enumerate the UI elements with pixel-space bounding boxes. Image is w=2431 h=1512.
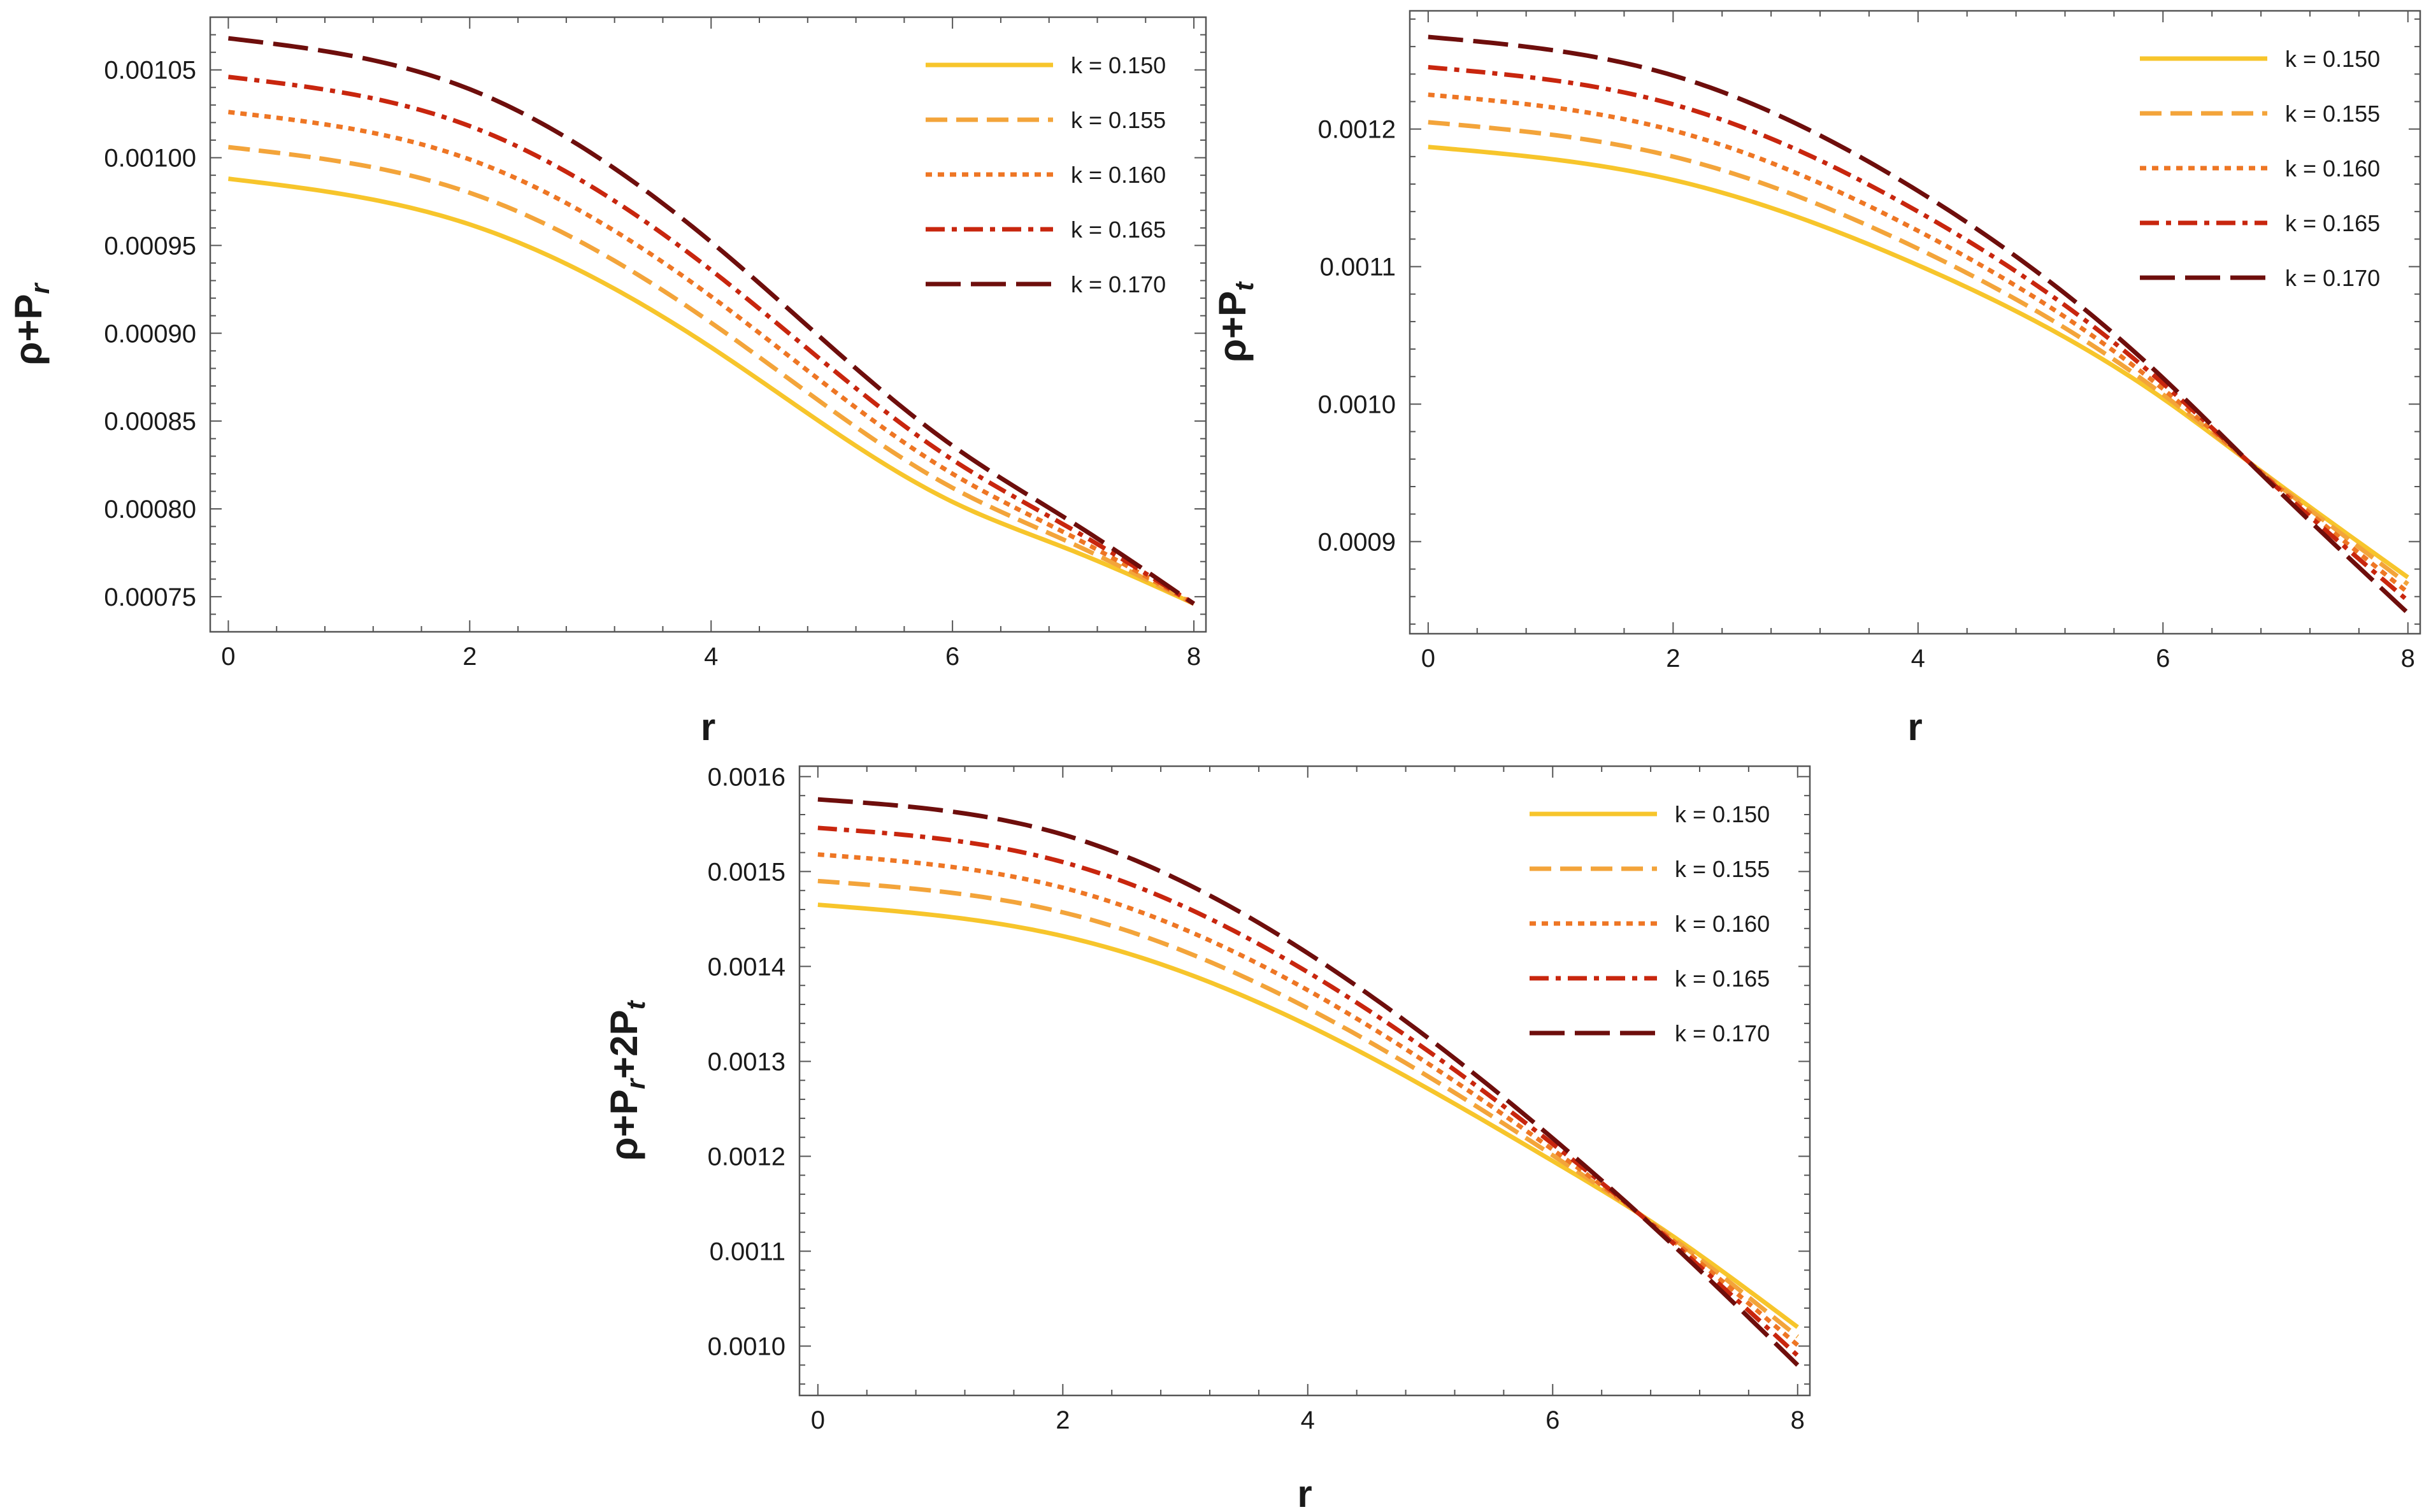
y-axis-title: ρ+Pr <box>7 282 55 366</box>
y-tick-label: 0.0011 <box>1320 253 1396 282</box>
x-axis-title: r <box>701 706 715 748</box>
series-group <box>228 36 1196 606</box>
y-tick-label: 0.0014 <box>708 953 785 981</box>
y-tick-label: 0.00095 <box>104 232 196 260</box>
legend-label: k = 0.165 <box>2285 210 2380 236</box>
legend-label: k = 0.170 <box>2285 265 2380 291</box>
legend-label: k = 0.160 <box>2285 155 2380 182</box>
y-tick-label: 0.00105 <box>104 57 196 85</box>
series-line-4 <box>1428 65 2410 603</box>
legend-label: k = 0.165 <box>1675 966 1770 992</box>
x-axis-title: r <box>1297 1473 1312 1512</box>
legend-label: k = 0.150 <box>1071 52 1166 78</box>
x-tick-label: 2 <box>1666 645 1680 673</box>
panel-rho_pt: 0 2 4 6 8 0.0009 0.0010 0.0011 0.0012 r ρ+Pt k = 0.… <box>1211 10 2421 748</box>
y-tick-label: 0.00080 <box>104 496 196 524</box>
x-tick-label: 4 <box>1301 1406 1315 1434</box>
y-tick-label: 0.0016 <box>708 763 785 791</box>
x-tick-label: 6 <box>945 643 959 671</box>
legend-label: k = 0.155 <box>1071 107 1166 133</box>
y-tick-label: 0.0015 <box>708 858 785 886</box>
x-tick-label: 2 <box>1056 1406 1070 1434</box>
x-tick-label: 8 <box>1187 643 1201 671</box>
series-line-1 <box>1428 145 2409 580</box>
y-tick-label: 0.0009 <box>1318 528 1396 556</box>
series-line-3 <box>228 110 1195 606</box>
panel-rho_sum: 0 2 4 6 8 0.0010 0.0011 0.0012 0.0013 0.0014 0.001… <box>603 763 1811 1512</box>
series-line-2 <box>228 145 1195 606</box>
x-axis-title: r <box>1907 706 1922 748</box>
legend-label: k = 0.160 <box>1675 911 1770 937</box>
x-tick-label: 4 <box>704 643 718 671</box>
y-axis-title: ρ+Pr+2Pt <box>603 1000 650 1161</box>
y-tick-label: 0.00075 <box>104 583 196 611</box>
y-tick-label: 0.00100 <box>104 145 196 173</box>
legend: k = 0.150 k = 0.155 k = 0.160 k = 0.165 k = … <box>926 52 1166 297</box>
y-tick-label: 0.0012 <box>708 1143 785 1171</box>
series-line-2 <box>817 878 1799 1339</box>
legend-label: k = 0.170 <box>1675 1020 1770 1046</box>
series-line-1 <box>817 902 1799 1329</box>
series-line-1 <box>228 176 1195 606</box>
plot-frame <box>209 16 1207 633</box>
x-tick-label: 8 <box>2401 645 2415 673</box>
x-tick-label: 8 <box>1791 1406 1805 1434</box>
series-line-5 <box>1428 34 2410 615</box>
y-tick-label: 0.0012 <box>1318 116 1396 144</box>
series-line-3 <box>817 852 1800 1347</box>
series-group <box>817 797 1800 1367</box>
legend-label: k = 0.155 <box>2285 101 2380 127</box>
series-line-4 <box>817 825 1800 1357</box>
legend: k = 0.150 k = 0.155 k = 0.160 k = 0.165 k = … <box>2140 46 2380 291</box>
legend-label: k = 0.165 <box>1071 217 1166 243</box>
legend-label: k = 0.170 <box>1071 271 1166 297</box>
plot-frame <box>1409 10 2421 635</box>
y-tick-label: 0.00085 <box>104 408 196 436</box>
legend-label: k = 0.160 <box>1071 162 1166 188</box>
x-tick-label: 0 <box>221 643 235 671</box>
y-tick-label: 0.00090 <box>104 320 196 348</box>
x-tick-label: 6 <box>1545 1406 1560 1434</box>
x-tick-label: 6 <box>2156 645 2170 673</box>
x-tick-label: 4 <box>1911 645 1925 673</box>
y-tick-label: 0.0010 <box>1318 390 1396 418</box>
x-tick-label: 0 <box>1421 645 1435 673</box>
y-tick-label: 0.0011 <box>710 1237 785 1266</box>
series-line-4 <box>228 75 1195 606</box>
y-tick-label: 0.0013 <box>708 1048 785 1076</box>
legend-label: k = 0.150 <box>2285 46 2380 72</box>
y-tick-label: 0.0010 <box>708 1333 785 1361</box>
legend-label: k = 0.155 <box>1675 856 1770 882</box>
legend: k = 0.150 k = 0.155 k = 0.160 k = 0.165 k = … <box>1530 801 1770 1046</box>
x-tick-label: 0 <box>811 1406 825 1434</box>
panel-rho_pr: 0 2 4 6 8 0.00075 0.00080 0.00085 0.00090 0.00095… <box>7 16 1207 748</box>
series-group <box>1428 34 2410 615</box>
series-line-5 <box>228 36 1196 606</box>
series-line-5 <box>817 797 1800 1367</box>
plot-frame <box>798 765 1811 1397</box>
y-axis-title: ρ+Pt <box>1211 281 1259 362</box>
x-tick-label: 2 <box>463 643 477 671</box>
legend-label: k = 0.150 <box>1675 801 1770 827</box>
